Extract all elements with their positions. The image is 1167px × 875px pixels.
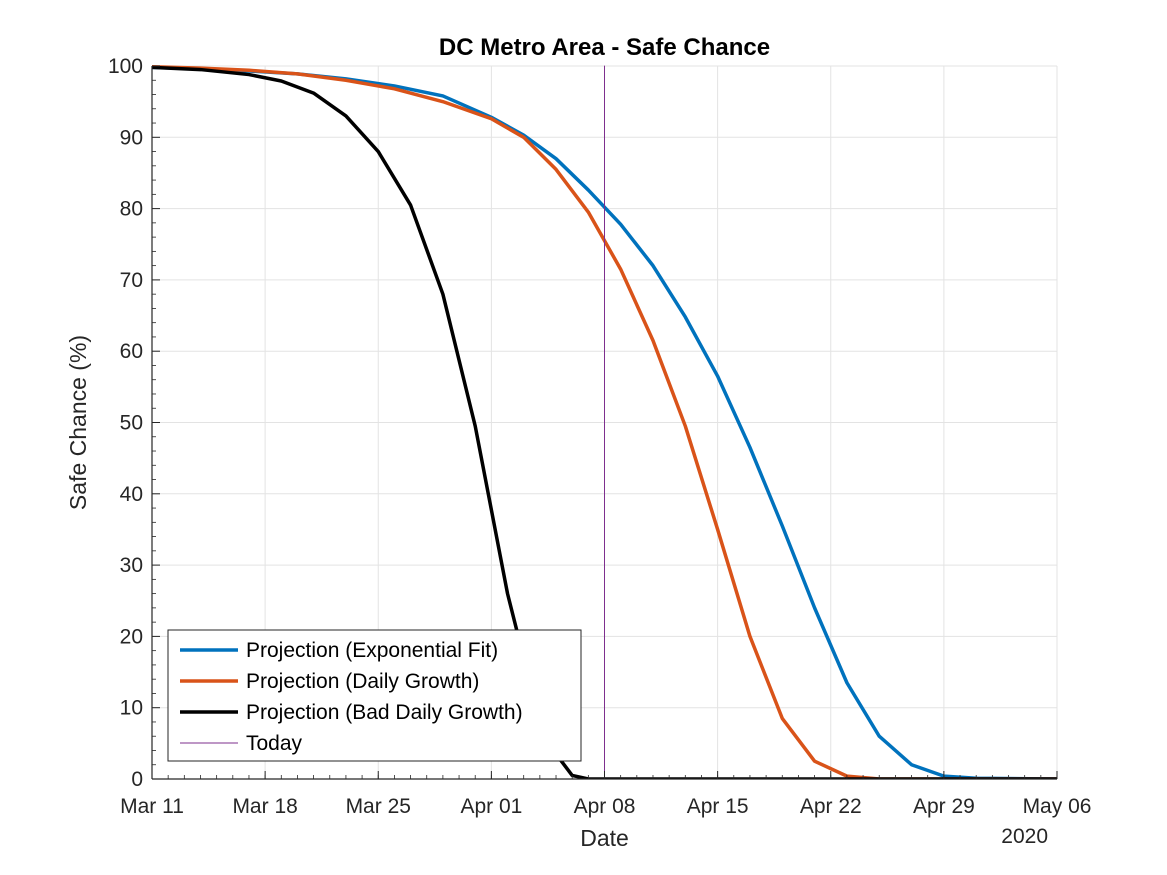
x-tick-label: Apr 15: [687, 795, 749, 818]
x-tick-label: Apr 08: [574, 795, 636, 818]
series-line-projection-daily-growth: [152, 65, 1057, 779]
x-tick-label: Apr 29: [913, 795, 975, 818]
axes: Mar 11 Mar 18 Mar 25 Apr 01 Apr 08 Apr 15 Apr …: [108, 55, 1091, 818]
legend-box: [167, 629, 582, 762]
legend-label-today: Today: [246, 732, 303, 755]
y-tick-label: 0: [131, 768, 143, 791]
y-tick-label: 40: [120, 483, 143, 506]
x-tick-label: Apr 01: [460, 795, 522, 818]
y-tick-label: 100: [108, 55, 143, 78]
x-axis-label: Date: [580, 825, 629, 851]
y-tick-label: 90: [120, 126, 143, 149]
x-tick-label: Mar 25: [346, 795, 411, 818]
legend-label-projection-exponential-fit: Projection (Exponential Fit): [246, 639, 498, 662]
y-tick-label: 80: [120, 198, 143, 221]
y-tick-label: 10: [120, 697, 143, 720]
series-layer: [152, 65, 1057, 779]
chart-title: DC Metro Area - Safe Chance: [439, 34, 770, 61]
x-tick-label: Mar 11: [120, 795, 184, 818]
x-tick-label: Apr 22: [800, 795, 862, 818]
legend-label-projection-daily-growth: Projection (Daily Growth): [246, 670, 479, 693]
y-tick-label: 50: [120, 412, 143, 435]
y-tick-label: 20: [120, 625, 143, 648]
legend: Projection (Exponential Fit) Projection (…: [167, 629, 582, 762]
x-axis-year-label: 2020: [1001, 825, 1048, 848]
y-tick-label: 70: [120, 269, 143, 292]
legend-label-projection-bad-daily-growth: Projection (Bad Daily Growth): [246, 701, 523, 724]
y-tick-label: 30: [120, 554, 143, 577]
x-tick-label: May 06: [1023, 795, 1092, 818]
y-tick-label: 60: [120, 340, 143, 363]
y-axis-label: Safe Chance (%): [65, 335, 91, 510]
x-tick-label: Mar 18: [232, 795, 297, 818]
